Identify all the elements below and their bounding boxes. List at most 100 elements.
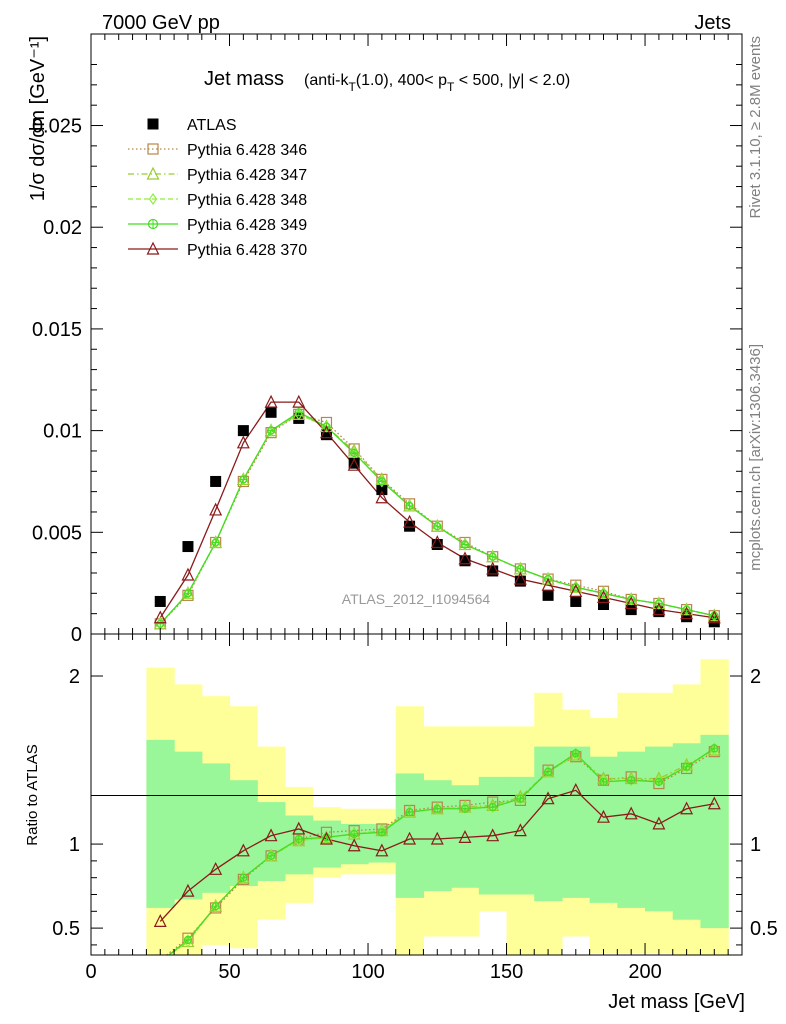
ratio-point-pythia-6-428-370-105 <box>375 843 389 857</box>
data-point-pythia-6-428-370-35 <box>181 567 195 581</box>
data-point-pythia-6-428-370-215 <box>680 606 694 620</box>
ratio-point-pythia-6-428-348-85 <box>322 831 331 844</box>
rivet-version-label: Rivet 3.1.10, ≥ 2.8M events <box>747 36 764 219</box>
data-point-atlas-95 <box>348 457 360 469</box>
stat-uncertainty-band <box>672 743 702 920</box>
ratio-point-pythia-6-428-348-125 <box>433 802 442 815</box>
data-point-pythia-6-428-370-45 <box>209 502 223 516</box>
ratio-point-pythia-6-428-370-25 <box>153 914 167 927</box>
data-point-pythia-6-428-370-205 <box>652 602 666 616</box>
ratio-point-pythia-6-428-349-105 <box>377 828 386 837</box>
ratio-point-pythia-6-428-348-145 <box>488 801 497 814</box>
data-point-atlas-105 <box>376 484 388 496</box>
y-tick-label: 0.01 <box>43 421 82 443</box>
main-y-ticks: 0 0.005 0.01 0.015 0.02 0.025 <box>32 34 743 646</box>
ratio-point-pythia-6-428-349-35 <box>183 935 193 944</box>
data-point-pythia-6-428-349-45 <box>211 538 220 547</box>
ratio-axis-ticks: 0.5 0.5 1 1 2 2 0 50 100 150 200 <box>52 634 778 983</box>
ratio-point-pythia-6-428-348-155 <box>516 792 525 805</box>
ratio-point-pythia-6-428-349-145 <box>488 803 497 812</box>
data-point-pythia-6-428-348-195 <box>626 593 636 606</box>
ratio-y-tick-label-right: 1 <box>750 834 761 856</box>
ratio-plot-frame <box>90 633 743 956</box>
legend-label: ATLAS <box>187 117 237 134</box>
data-point-pythia-6-428-348-45 <box>211 536 220 549</box>
data-point-pythia-6-428-370-115 <box>403 514 417 528</box>
ratio-point-pythia-6-428-370-145 <box>486 828 500 842</box>
stat-uncertainty-band <box>229 780 258 887</box>
ratio-uncertainty-bands <box>146 659 729 955</box>
ratio-line-pythia-6-428-346 <box>165 751 715 955</box>
data-point-atlas-45 <box>210 475 222 487</box>
ratio-point-pythia-6-428-370-135 <box>458 830 472 843</box>
data-point-atlas-35 <box>182 541 194 553</box>
ratio-point-pythia-6-428-347-25 <box>159 954 161 955</box>
data-point-atlas-185 <box>597 599 609 611</box>
data-point-pythia-6-428-349-35 <box>183 589 193 598</box>
ratio-series-markers <box>153 742 721 955</box>
data-point-pythia-6-428-348-55 <box>239 473 248 486</box>
stat-uncertainty-band <box>201 763 231 893</box>
data-point-pythia-6-428-348-65 <box>266 424 276 437</box>
ratio-point-pythia-6-428-370-215 <box>680 801 694 815</box>
header-right-label: Jets <box>694 12 731 34</box>
data-point-pythia-6-428-349-135 <box>460 540 470 549</box>
data-point-pythia-6-428-370-175 <box>569 583 583 597</box>
data-point-atlas-215 <box>681 611 693 623</box>
data-point-atlas-195 <box>625 604 637 616</box>
stat-uncertainty-band <box>423 780 452 892</box>
data-point-pythia-6-428-348-205 <box>654 597 664 610</box>
ratio-y-axis-label: Ratio to ATLAS <box>24 744 41 845</box>
stat-uncertainty-band <box>257 802 286 882</box>
ratio-point-pythia-6-428-348-115 <box>405 806 414 819</box>
ratio-point-pythia-6-428-348-215 <box>682 760 691 773</box>
data-point-pythia-6-428-348-85 <box>322 420 331 433</box>
ratio-y-tick-label-right: 0.5 <box>750 918 778 940</box>
ratio-point-pythia-6-428-349-65 <box>266 851 276 860</box>
legend-marker <box>146 241 160 255</box>
data-point-atlas-145 <box>487 565 499 577</box>
data-point-pythia-6-428-349-55 <box>239 475 248 484</box>
legend-item-atlas: ATLAS <box>147 117 237 134</box>
ratio-point-pythia-6-428-348-165 <box>543 765 553 778</box>
ratio-point-pythia-6-428-349-205 <box>654 777 663 786</box>
data-point-pythia-6-428-370-155 <box>513 571 527 585</box>
ratio-point-pythia-6-428-349-155 <box>516 794 525 803</box>
data-point-atlas-115 <box>404 520 416 532</box>
data-point-atlas-205 <box>653 606 665 618</box>
data-point-pythia-6-428-349-115 <box>405 501 414 510</box>
analysis-watermark: ATLAS_2012_I1094564 <box>342 591 491 607</box>
data-point-pythia-6-428-348-165 <box>543 573 553 586</box>
data-point-pythia-6-428-348-185 <box>599 587 608 600</box>
mcplots-reference-label: mcplots.cern.ch [arXiv:1306.3436] <box>747 344 764 571</box>
x-tick-label: 100 <box>351 961 384 983</box>
data-point-atlas-175 <box>570 595 582 607</box>
ratio-y-tick-label: 2 <box>69 666 80 688</box>
data-point-pythia-6-428-349-105 <box>377 477 386 486</box>
data-point-pythia-6-428-370-65 <box>264 394 278 408</box>
ratio-point-pythia-6-428-370-65 <box>264 828 278 842</box>
legend-label: Pythia 6.428 346 <box>187 142 307 159</box>
ratio-point-pythia-6-428-349-45 <box>211 902 220 911</box>
data-point-pythia-6-428-348-105 <box>377 475 387 488</box>
ratio-point-pythia-6-428-349-225 <box>710 744 719 753</box>
legend-label: Pythia 6.428 348 <box>187 192 307 209</box>
legend-item-pythia-6-428-347: Pythia 6.428 347 <box>128 166 307 184</box>
x-tick-label: 200 <box>628 961 661 983</box>
ratio-point-pythia-6-428-370-75 <box>292 821 306 835</box>
data-point-pythia-6-428-348-115 <box>405 499 414 512</box>
data-point-pythia-6-428-370-125 <box>430 535 444 549</box>
data-point-pythia-6-428-370-25 <box>153 610 167 624</box>
data-point-pythia-6-428-349-125 <box>433 522 442 531</box>
data-point-pythia-6-428-349-75 <box>294 408 303 417</box>
ratio-point-pythia-6-428-349-125 <box>433 804 442 813</box>
legend: ATLAS Pythia 6.428 346 Pythia 6.428 347 Pyt… <box>128 117 307 259</box>
ratio-point-pythia-6-428-349-115 <box>405 808 414 817</box>
data-point-pythia-6-428-348-215 <box>682 603 691 616</box>
main-plot-subtitle: (anti-kT(1.0), 400< pT < 500, |y| < 2.0) <box>304 72 570 94</box>
ratio-y-tick-label: 1 <box>69 834 80 856</box>
legend-item-pythia-6-428-349: Pythia 6.428 349 <box>128 217 307 234</box>
stat-uncertainty-band <box>700 734 729 929</box>
ratio-point-pythia-6-428-348-65 <box>266 849 276 862</box>
ratio-point-pythia-6-428-348-55 <box>239 871 248 884</box>
